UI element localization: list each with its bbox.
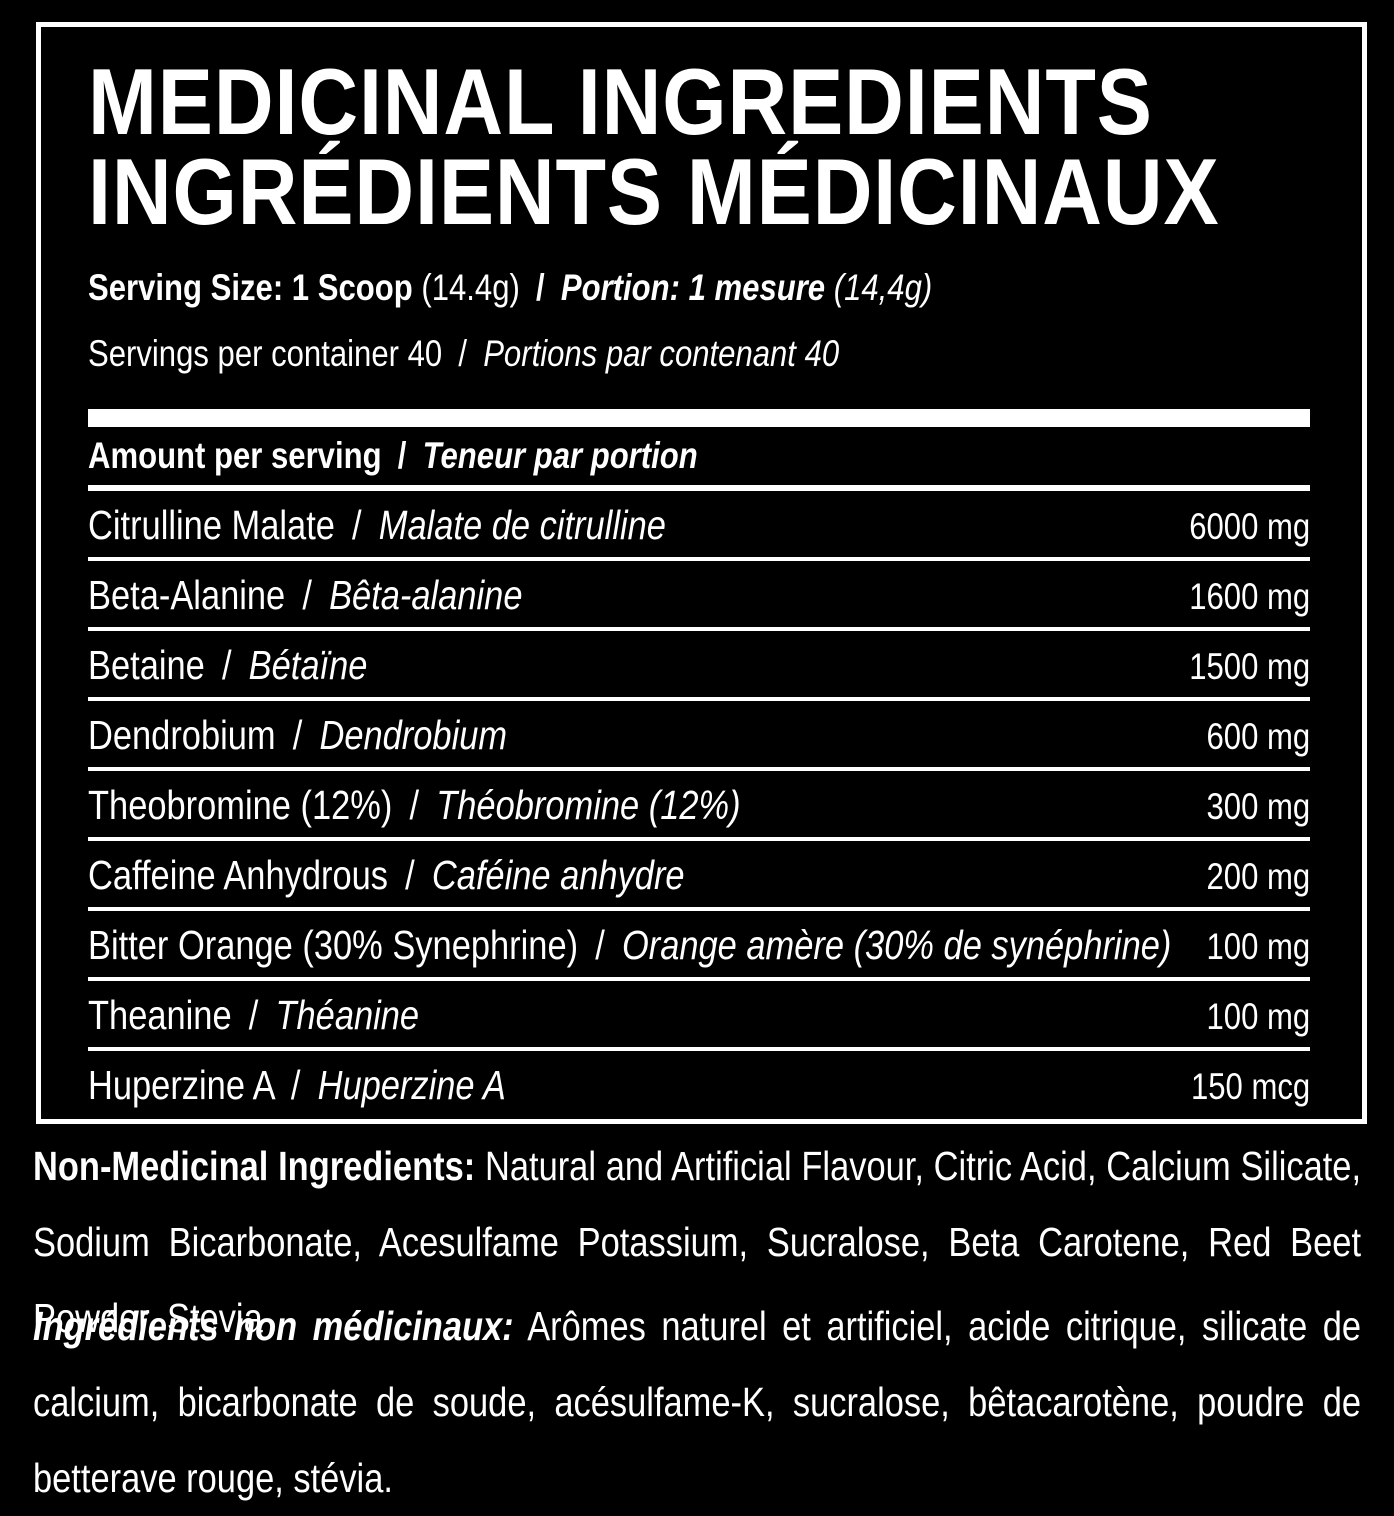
ingredient-name-fr: Bétaïne: [248, 642, 368, 688]
ingredient-amount: 1500 mg: [1189, 646, 1311, 687]
slash-separator: /: [397, 435, 407, 476]
servings-per-container-en: Servings per container 40: [88, 333, 443, 374]
non-medicinal-text-fr: Arômes naturel et artificiel, acide citr…: [33, 1303, 1362, 1501]
servings-per-container-fr: Portions par contenant 40: [483, 333, 840, 374]
serving-size-en-weight: (14.4g): [421, 267, 520, 308]
ingredient-name-fr: Théanine: [275, 992, 420, 1038]
slash-separator: /: [409, 782, 420, 828]
ingredient-name-fr: Orange amère (30% de synéphrine): [621, 922, 1172, 968]
ingredient-name-en: Citrulline Malate: [88, 502, 335, 548]
serving-size-line: Serving Size: 1 Scoop (14.4g) / Portion:…: [88, 255, 1310, 321]
panel-title: MEDICINAL INGREDIENTS INGRÉDIENTS MÉDICI…: [88, 49, 1220, 244]
ingredient-name-fr: Bêta-alanine: [329, 572, 523, 618]
ingredient-name-en: Betaine: [88, 642, 205, 688]
ingredient-amount: 6000 mg: [1189, 506, 1311, 547]
ingredient-name-en: Theanine: [88, 992, 232, 1038]
slash-separator: /: [221, 642, 232, 688]
ingredient-amount: 100 mg: [1206, 926, 1311, 967]
thick-divider-bar: [88, 409, 1310, 427]
ingredient-amount: 600 mg: [1206, 716, 1311, 757]
ingredient-name-fr: Huperzine A: [317, 1062, 506, 1108]
table-row: Huperzine A / Huperzine A 150 mcg: [88, 1051, 1310, 1121]
slash-separator: /: [536, 267, 545, 308]
ingredient-name-fr: Malate de citrulline: [378, 502, 666, 548]
ingredient-amount: 100 mg: [1206, 996, 1311, 1037]
ingredient-name-en: Caffeine Anhydrous: [88, 852, 388, 898]
slash-separator: /: [405, 852, 415, 898]
slash-separator: /: [292, 712, 303, 758]
ingredient-table: Citrulline Malate / Malate de citrulline…: [88, 491, 1310, 1121]
non-medicinal-ingredients-fr: Ingrédients non médicinaux: Arômes natur…: [33, 1288, 1361, 1516]
slash-separator: /: [290, 1062, 301, 1108]
thin-divider-bar: [88, 485, 1310, 491]
table-row: Caffeine Anhydrous / Caféine anhydre 200…: [88, 841, 1310, 911]
ingredient-name-en: Huperzine A: [88, 1062, 274, 1108]
serving-size-en: Serving Size: 1 Scoop: [88, 267, 413, 308]
slash-separator: /: [248, 992, 259, 1038]
slash-separator: /: [595, 922, 605, 968]
table-row: Citrulline Malate / Malate de citrulline…: [88, 491, 1310, 561]
ingredient-name-en: Beta-Alanine: [88, 572, 286, 618]
serving-size-fr-weight: (14,4g): [833, 267, 933, 308]
ingredient-name-en: Bitter Orange (30% Synephrine): [88, 922, 579, 968]
panel-content: MEDICINAL INGREDIENTS INGRÉDIENTS MÉDICI…: [41, 49, 1362, 1121]
panel-title-line-en: MEDICINAL INGREDIENTS: [88, 49, 1153, 154]
slash-separator: /: [352, 502, 362, 548]
amount-per-serving-header: Amount per serving / Teneur par portion: [88, 427, 1310, 485]
panel-title-line-fr: INGRÉDIENTS MÉDICINAUX: [88, 139, 1220, 244]
ingredient-name-fr: Théobromine (12%): [436, 782, 741, 828]
non-medicinal-text-en: Natural and Artificial Flavour, Citric A…: [33, 1143, 1362, 1341]
table-row: Theobromine (12%) / Théobromine (12%) 30…: [88, 771, 1310, 841]
ingredient-name-en: Dendrobium: [88, 712, 276, 758]
ingredient-name-fr: Caféine anhydre: [431, 852, 685, 898]
non-medicinal-label-en: Non-Medicinal Ingredients:: [33, 1143, 476, 1189]
ingredient-amount: 200 mg: [1206, 856, 1311, 897]
slash-separator: /: [458, 333, 468, 374]
ingredient-name-fr: Dendrobium: [319, 712, 508, 758]
ingredient-amount: 300 mg: [1206, 786, 1311, 827]
table-row: Dendrobium / Dendrobium 600 mg: [88, 701, 1310, 771]
serving-info: Serving Size: 1 Scoop (14.4g) / Portion:…: [88, 255, 1310, 387]
slash-separator: /: [302, 572, 312, 618]
amount-header-en: Amount per serving: [88, 435, 382, 476]
table-row: Betaine / Bétaïne 1500 mg: [88, 631, 1310, 701]
table-row: Bitter Orange (30% Synephrine) / Orange …: [88, 911, 1310, 981]
table-row: Theanine / Théanine 100 mg: [88, 981, 1310, 1051]
servings-per-container-line: Servings per container 40 / Portions par…: [88, 321, 1310, 387]
non-medicinal-ingredients-en: Non-Medicinal Ingredients: Natural and A…: [33, 1128, 1361, 1356]
ingredient-amount: 150 mcg: [1190, 1066, 1311, 1107]
amount-header-fr: Teneur par portion: [422, 435, 698, 476]
table-row: Beta-Alanine / Bêta-alanine 1600 mg: [88, 561, 1310, 631]
medicinal-ingredients-panel: MEDICINAL INGREDIENTS INGRÉDIENTS MÉDICI…: [36, 22, 1367, 1124]
ingredient-amount: 1600 mg: [1189, 576, 1311, 617]
ingredient-name-en: Theobromine (12%): [88, 782, 393, 828]
non-medicinal-label-fr: Ingrédients non médicinaux:: [33, 1303, 514, 1349]
serving-size-fr: Portion: 1 mesure: [560, 267, 826, 308]
